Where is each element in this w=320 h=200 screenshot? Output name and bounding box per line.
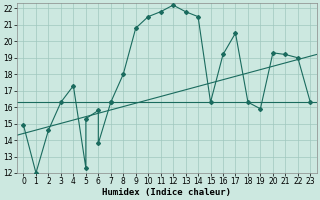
- X-axis label: Humidex (Indice chaleur): Humidex (Indice chaleur): [102, 188, 231, 197]
